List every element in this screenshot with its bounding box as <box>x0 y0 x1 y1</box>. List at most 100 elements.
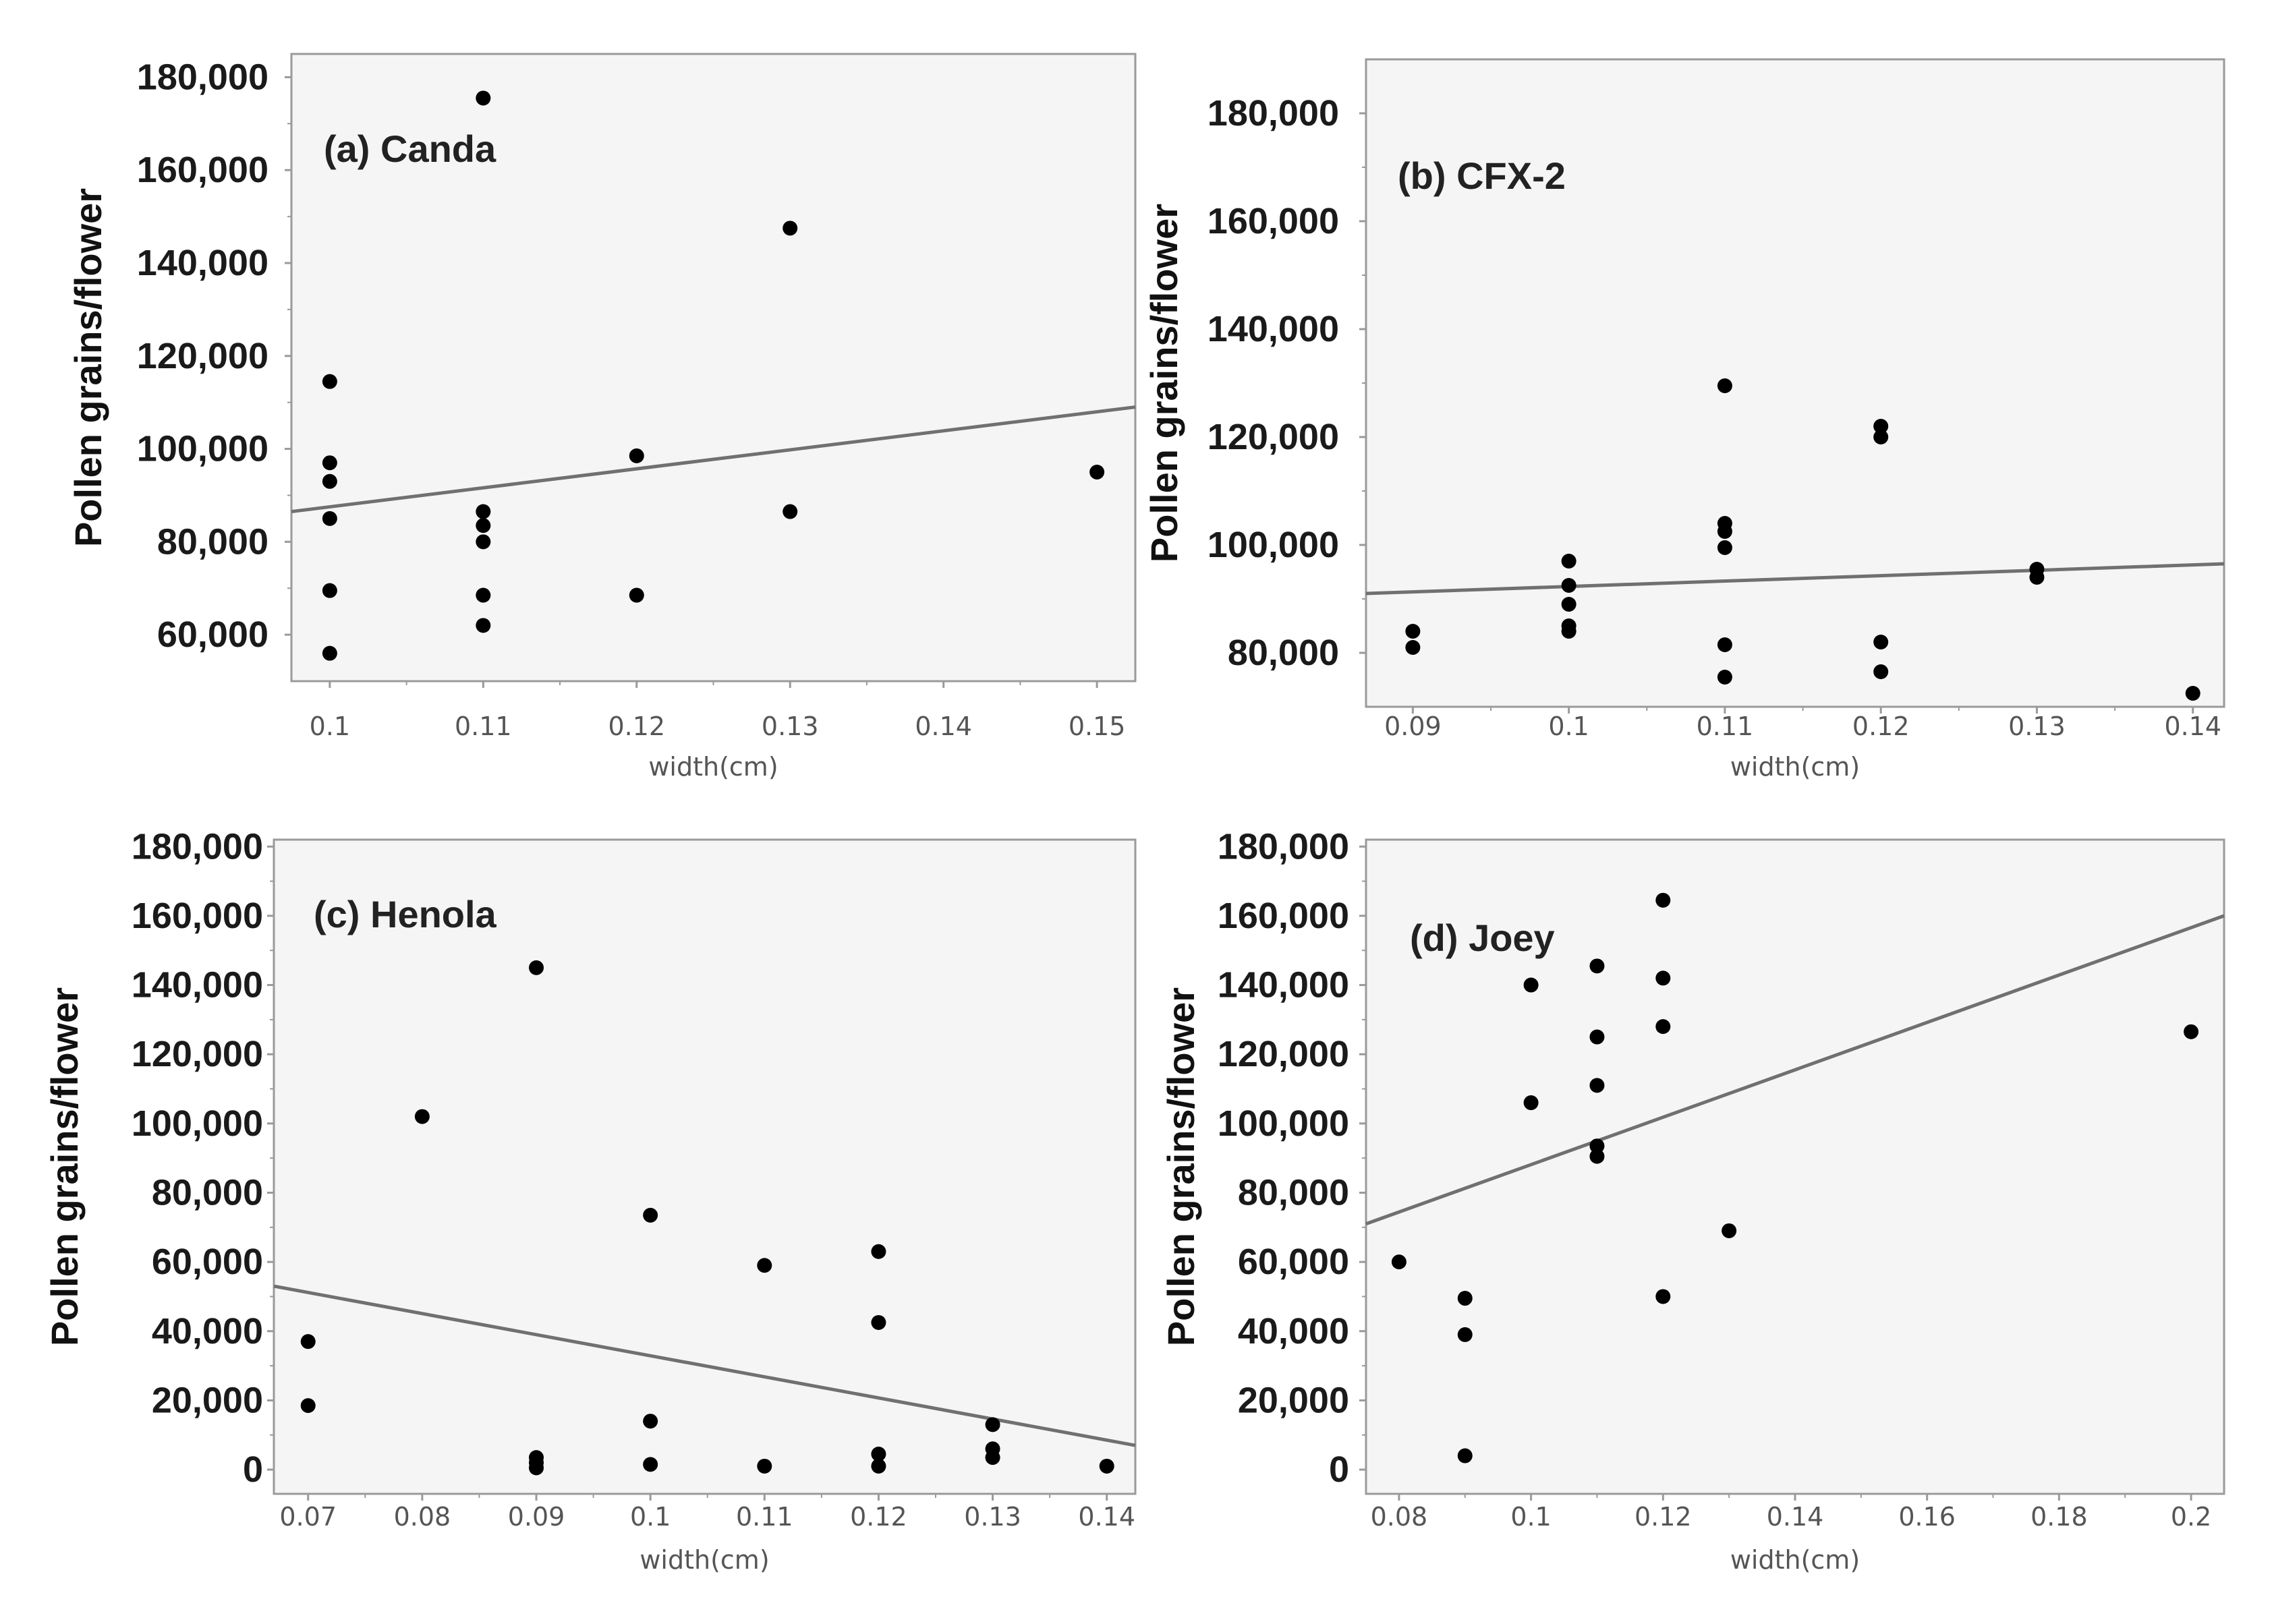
data-point <box>1405 624 1421 639</box>
y-tick-label: 120,000 <box>137 336 268 376</box>
y-tick-label: 40,000 <box>1238 1311 1349 1352</box>
data-point <box>322 473 337 489</box>
x-tick-label: 0.11 <box>736 1502 793 1532</box>
x-axis-label: width(cm) <box>648 752 778 782</box>
y-tick-label: 80,000 <box>1238 1172 1349 1213</box>
data-point <box>1457 1448 1473 1463</box>
y-tick-label: 160,000 <box>132 896 263 936</box>
y-tick-label: 0 <box>1329 1449 1349 1490</box>
panel-title: (c) Henola <box>314 893 497 935</box>
y-axis-label: Pollen grains/flower <box>1143 204 1185 562</box>
data-point <box>783 221 798 236</box>
y-axis-label: Pollen grains/flower <box>43 987 86 1346</box>
data-point <box>476 518 491 533</box>
y-tick-label: 0 <box>243 1449 263 1490</box>
x-tick-label: 0.13 <box>762 712 819 741</box>
x-axis-label: width(cm) <box>1730 1545 1860 1575</box>
panel-title: (d) Joey <box>1410 917 1555 959</box>
x-tick-label: 0.18 <box>2030 1502 2088 1532</box>
data-point <box>476 618 491 633</box>
y-tick-label: 140,000 <box>1218 965 1349 1006</box>
x-tick-label: 0.1 <box>630 1502 671 1532</box>
x-axis-label: width(cm) <box>639 1545 769 1575</box>
data-point <box>1717 637 1732 652</box>
x-tick-label: 0.08 <box>1371 1502 1428 1532</box>
y-axis-label: Pollen grains/flower <box>1160 987 1202 1346</box>
y-tick-label: 180,000 <box>132 826 263 867</box>
data-point <box>643 1457 658 1472</box>
data-point <box>300 1334 316 1350</box>
data-point <box>1457 1327 1473 1342</box>
y-tick-label: 60,000 <box>152 1242 263 1282</box>
y-tick-label: 140,000 <box>137 243 268 283</box>
x-tick-label: 0.12 <box>1852 712 1910 741</box>
x-tick-label: 0.14 <box>2164 712 2221 741</box>
data-point <box>1523 977 1539 993</box>
data-point <box>1561 554 1576 569</box>
y-tick-label: 100,000 <box>1218 1103 1349 1144</box>
plot-area <box>290 53 1137 683</box>
x-tick-label: 0.14 <box>915 712 972 741</box>
y-tick-label: 100,000 <box>1207 525 1339 565</box>
data-point <box>322 455 337 471</box>
y-tick-label: 80,000 <box>157 521 268 562</box>
y-tick-label: 20,000 <box>152 1380 263 1420</box>
x-tick-label: 0.13 <box>964 1502 1021 1532</box>
x-tick-label: 0.14 <box>1078 1502 1135 1532</box>
data-point <box>629 587 644 603</box>
x-tick-label: 0.12 <box>850 1502 907 1532</box>
data-point <box>1717 540 1732 555</box>
data-point <box>1655 970 1671 986</box>
data-point <box>1717 378 1732 393</box>
y-tick-label: 40,000 <box>152 1311 263 1352</box>
y-tick-label: 140,000 <box>132 965 263 1006</box>
y-tick-label: 80,000 <box>1228 633 1339 673</box>
data-point <box>985 1450 1000 1466</box>
data-point <box>1561 624 1576 639</box>
data-point <box>529 960 544 975</box>
data-point <box>629 448 644 463</box>
panel-a-canda: 60,000 80,000 100,000 120,000 140,000 160,000… <box>67 30 1137 782</box>
plot-area <box>273 838 1137 1495</box>
data-point <box>1873 664 1889 679</box>
data-point <box>476 504 491 519</box>
y-tick-label: 160,000 <box>137 150 268 190</box>
panel-title: (a) Canda <box>324 127 496 170</box>
data-point <box>643 1414 658 1429</box>
y-tick-label: 120,000 <box>132 1034 263 1074</box>
data-point <box>1561 578 1576 593</box>
data-point <box>1717 524 1732 539</box>
x-tick-label: 0.14 <box>1767 1502 1824 1532</box>
x-tick-label: 0.11 <box>1697 712 1754 741</box>
data-point <box>783 504 798 519</box>
data-point <box>1873 419 1889 434</box>
x-tick-label: 0.08 <box>394 1502 451 1532</box>
data-point <box>985 1417 1000 1432</box>
x-tick-label: 0.09 <box>508 1502 565 1532</box>
x-tick-label: 0.09 <box>1384 712 1442 741</box>
data-point <box>2029 570 2045 585</box>
fit-line <box>1365 914 2225 1226</box>
y-tick-label: 100,000 <box>132 1103 263 1144</box>
plot-area <box>1365 838 2225 1495</box>
data-point <box>476 534 491 550</box>
data-point <box>1561 597 1576 612</box>
data-point <box>1589 1138 1605 1154</box>
x-axis-label: width(cm) <box>1730 752 1860 782</box>
data-point <box>1722 1223 1737 1238</box>
y-tick-label: 120,000 <box>1218 1034 1349 1074</box>
data-point <box>2184 1024 2199 1039</box>
data-point <box>643 1207 658 1223</box>
panel-b-cfx-2: 80,000 100,000 120,000 140,000 160,000 180,00… <box>1143 34 2274 782</box>
y-tick-label: 60,000 <box>157 614 268 655</box>
data-point <box>529 1460 544 1476</box>
data-point <box>300 1398 316 1414</box>
data-point <box>1873 430 1889 444</box>
data-point <box>1089 465 1105 480</box>
data-point <box>476 90 491 106</box>
y-tick-label: 140,000 <box>1207 309 1339 349</box>
fit-line <box>291 405 1136 514</box>
y-tick-label: 120,000 <box>1207 417 1339 457</box>
y-tick-label: 180,000 <box>1218 826 1349 867</box>
data-point <box>871 1244 886 1259</box>
